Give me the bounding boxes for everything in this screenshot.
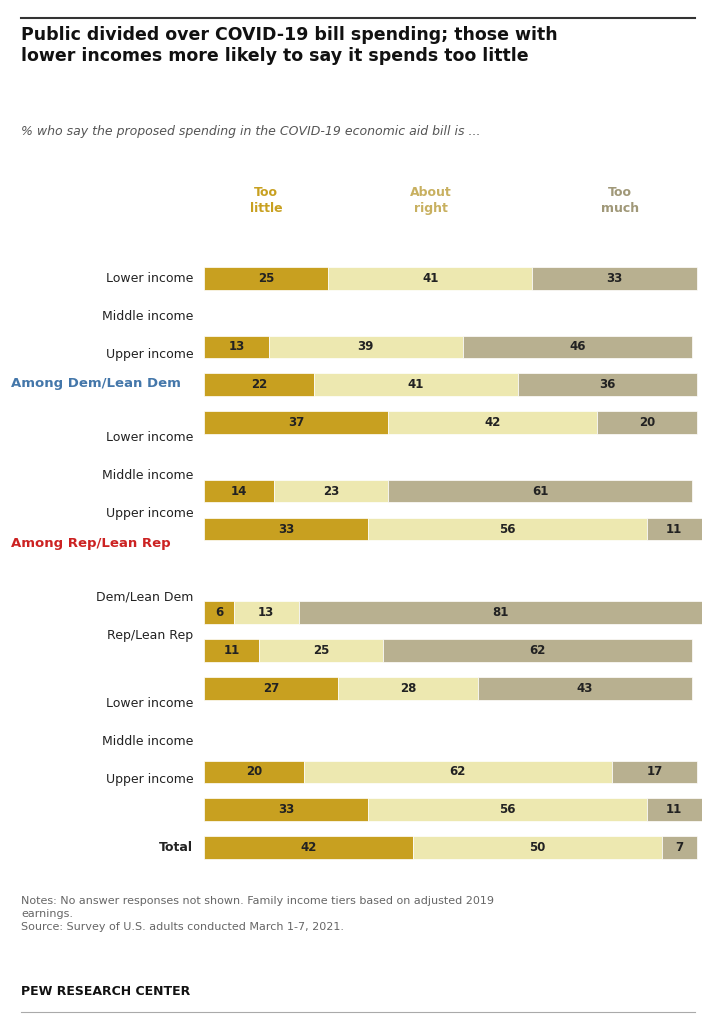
Text: 33: 33 xyxy=(606,272,623,285)
Text: 25: 25 xyxy=(313,644,329,657)
Text: % who say the proposed spending in the COVID-19 economic aid bill is ...: % who say the proposed spending in the C… xyxy=(21,125,481,138)
Text: Notes: No answer responses not shown. Family income tiers based on adjusted 2019: Notes: No answer responses not shown. Fa… xyxy=(21,896,495,933)
Text: Too
much: Too much xyxy=(601,186,639,215)
Bar xyxy=(413,837,662,859)
Text: 46: 46 xyxy=(569,340,586,353)
Bar xyxy=(597,412,697,434)
Bar xyxy=(204,799,368,821)
Text: Upper income: Upper income xyxy=(106,348,193,361)
Text: 20: 20 xyxy=(639,417,655,429)
Text: 27: 27 xyxy=(263,682,279,695)
Bar xyxy=(204,639,258,662)
Text: 42: 42 xyxy=(301,842,316,854)
Text: 33: 33 xyxy=(278,804,294,816)
Bar xyxy=(478,677,692,699)
Text: 36: 36 xyxy=(599,378,615,391)
Text: 50: 50 xyxy=(529,842,546,854)
Text: 13: 13 xyxy=(258,606,274,620)
Bar xyxy=(314,374,518,396)
Text: Public divided over COVID-19 bill spending; those with
lower incomes more likely: Public divided over COVID-19 bill spendi… xyxy=(21,26,558,66)
Text: About
right: About right xyxy=(410,186,451,215)
Bar xyxy=(329,267,533,290)
Bar xyxy=(339,677,478,699)
Bar xyxy=(383,639,692,662)
Text: 56: 56 xyxy=(499,804,516,816)
Bar xyxy=(258,639,383,662)
Text: 25: 25 xyxy=(258,272,274,285)
Bar xyxy=(234,601,299,624)
Text: Rep/Lean Rep: Rep/Lean Rep xyxy=(107,629,193,642)
Text: 6: 6 xyxy=(215,606,223,620)
Bar xyxy=(647,518,702,541)
Bar xyxy=(662,837,697,859)
Bar xyxy=(204,412,388,434)
Text: Total: Total xyxy=(160,842,193,854)
Bar xyxy=(268,336,463,358)
Text: 62: 62 xyxy=(450,765,466,778)
Text: Too
little: Too little xyxy=(250,186,283,215)
Text: 23: 23 xyxy=(323,484,339,498)
Bar xyxy=(533,267,697,290)
Text: 11: 11 xyxy=(666,804,682,816)
Text: 20: 20 xyxy=(246,765,262,778)
Bar xyxy=(304,761,612,783)
Text: 43: 43 xyxy=(576,682,593,695)
Bar xyxy=(204,601,234,624)
Bar xyxy=(612,761,697,783)
Bar xyxy=(647,799,702,821)
Text: 28: 28 xyxy=(400,682,416,695)
Bar xyxy=(204,479,274,503)
Text: 56: 56 xyxy=(499,522,516,536)
Bar xyxy=(388,479,692,503)
Text: Lower income: Lower income xyxy=(106,272,193,285)
Bar xyxy=(463,336,692,358)
Bar xyxy=(204,336,268,358)
Bar xyxy=(299,601,702,624)
Bar xyxy=(274,479,388,503)
Text: 39: 39 xyxy=(357,340,374,353)
Bar xyxy=(368,799,647,821)
Bar xyxy=(204,267,329,290)
Text: 14: 14 xyxy=(231,484,247,498)
Text: Middle income: Middle income xyxy=(102,469,193,482)
Text: 22: 22 xyxy=(251,378,267,391)
Bar xyxy=(204,837,413,859)
Text: PEW RESEARCH CENTER: PEW RESEARCH CENTER xyxy=(21,985,190,998)
Bar xyxy=(518,374,697,396)
Text: 81: 81 xyxy=(492,606,508,620)
Text: 42: 42 xyxy=(485,417,501,429)
Text: 7: 7 xyxy=(675,842,683,854)
Text: 33: 33 xyxy=(278,522,294,536)
Text: 37: 37 xyxy=(288,417,304,429)
Text: 11: 11 xyxy=(666,522,682,536)
Bar xyxy=(388,412,597,434)
Text: Lower income: Lower income xyxy=(106,697,193,710)
Text: Dem/Lean Dem: Dem/Lean Dem xyxy=(96,591,193,604)
Text: Middle income: Middle income xyxy=(102,310,193,323)
Text: Lower income: Lower income xyxy=(106,431,193,444)
Text: Upper income: Upper income xyxy=(106,507,193,520)
Bar xyxy=(204,374,314,396)
Text: Among Rep/Lean Rep: Among Rep/Lean Rep xyxy=(11,537,170,550)
Text: 13: 13 xyxy=(228,340,245,353)
Text: Upper income: Upper income xyxy=(106,773,193,786)
Bar xyxy=(204,518,368,541)
Text: 62: 62 xyxy=(529,644,546,657)
Bar xyxy=(368,518,647,541)
Bar xyxy=(204,677,339,699)
Bar xyxy=(204,761,304,783)
Text: 17: 17 xyxy=(647,765,662,778)
Text: Among Dem/Lean Dem: Among Dem/Lean Dem xyxy=(11,377,180,390)
Text: 41: 41 xyxy=(422,272,439,285)
Text: 41: 41 xyxy=(407,378,424,391)
Text: 61: 61 xyxy=(532,484,548,498)
Text: Middle income: Middle income xyxy=(102,735,193,749)
Text: 11: 11 xyxy=(223,644,240,657)
